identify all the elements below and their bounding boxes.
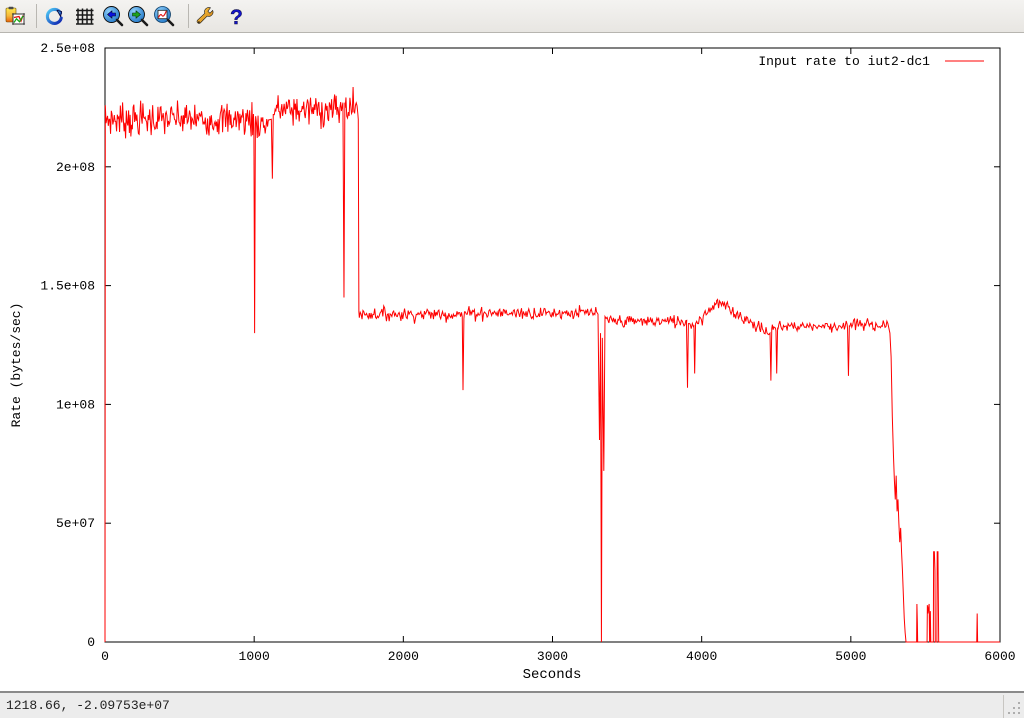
svg-text:0: 0 [87,635,95,650]
svg-text:2e+08: 2e+08 [56,160,95,175]
svg-text:1000: 1000 [239,649,270,664]
svg-text:5000: 5000 [835,649,866,664]
svg-text:Seconds: Seconds [523,667,582,683]
svg-text:0: 0 [101,649,109,664]
svg-text:6000: 6000 [984,649,1015,664]
svg-text:1e+08: 1e+08 [56,397,95,412]
svg-text:2000: 2000 [388,649,419,664]
svg-text:Input rate to iut2-dc1: Input rate to iut2-dc1 [758,54,930,69]
svg-text:Rate (bytes/sec): Rate (bytes/sec) [9,303,24,428]
svg-text:1.5e+08: 1.5e+08 [40,279,95,294]
svg-text:5e+07: 5e+07 [56,516,95,531]
svg-text:4000: 4000 [686,649,717,664]
svg-text:3000: 3000 [537,649,568,664]
svg-text:?: ? [230,6,243,29]
svg-text:2.5e+08: 2.5e+08 [40,41,95,56]
